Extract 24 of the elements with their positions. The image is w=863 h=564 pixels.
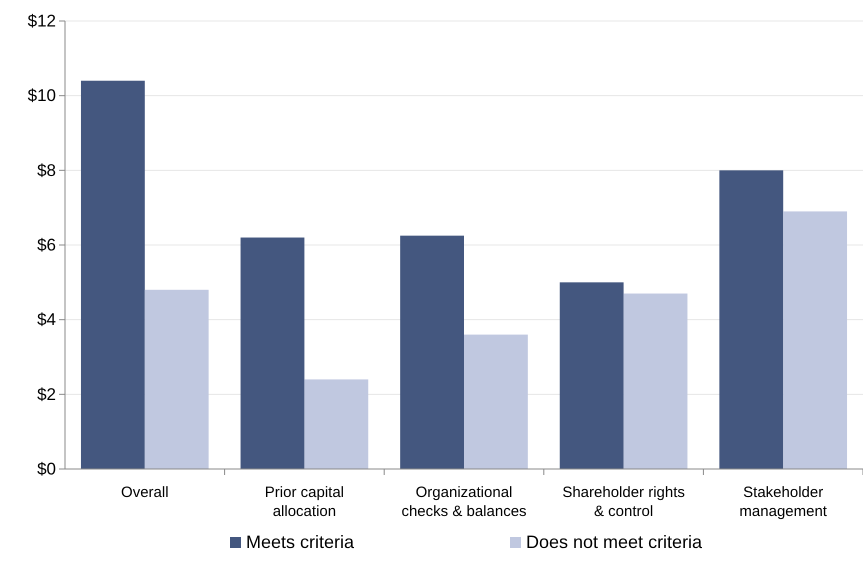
- x-tick-label: Shareholder rights & control: [562, 484, 685, 520]
- bar: [560, 282, 624, 469]
- bar: [240, 238, 304, 469]
- y-tick-label: $12: [28, 11, 56, 30]
- bar: [783, 211, 848, 469]
- bar: [624, 294, 688, 469]
- bar: [304, 379, 368, 469]
- bar: [80, 80, 145, 469]
- y-tick-label: $8: [37, 160, 56, 180]
- legend-label: Does not meet criteria: [526, 532, 704, 552]
- y-tick-label: $4: [37, 310, 56, 330]
- y-tick-label: $10: [28, 86, 56, 106]
- y-tick-label: $6: [37, 235, 56, 254]
- y-tick-label: $2: [37, 384, 56, 404]
- bar: [464, 334, 528, 469]
- bar: [719, 170, 784, 469]
- bar: [400, 236, 464, 469]
- x-tick-label: Prior capital allocation: [264, 484, 344, 520]
- legend-label: Meets criteria: [246, 532, 356, 552]
- x-tick-label: Stakeholder management: [739, 484, 828, 520]
- x-tick-label: Overall: [121, 484, 169, 501]
- x-tick-label: Organizational checks & balances: [401, 484, 527, 520]
- y-tick-label: $0: [37, 459, 56, 478]
- bar: [144, 290, 209, 469]
